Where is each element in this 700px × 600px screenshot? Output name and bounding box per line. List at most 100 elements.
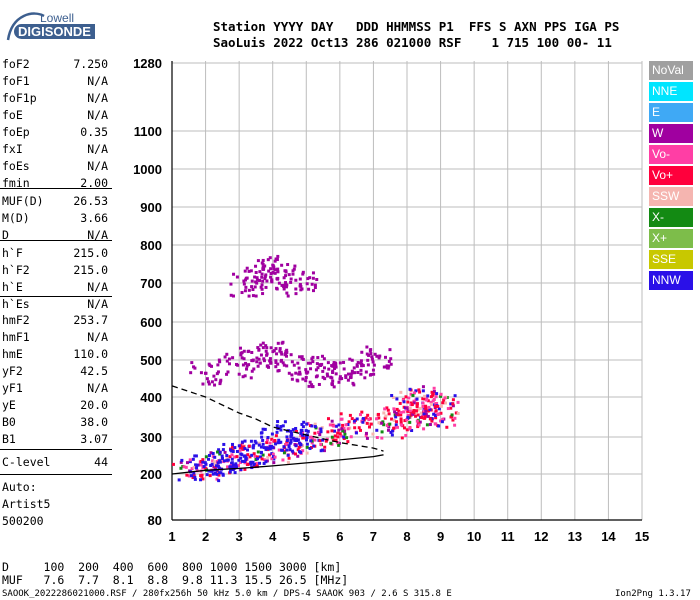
data-point bbox=[332, 438, 336, 442]
data-point bbox=[192, 465, 196, 469]
data-point bbox=[244, 278, 248, 282]
data-point bbox=[231, 445, 235, 449]
param-label: fxI bbox=[2, 142, 23, 156]
data-point bbox=[265, 346, 269, 350]
data-point bbox=[410, 410, 414, 414]
x-tick-label: 12 bbox=[534, 529, 548, 544]
data-point bbox=[280, 283, 284, 287]
data-point bbox=[296, 438, 300, 442]
logo-lowell-text: Lowell bbox=[40, 11, 75, 25]
data-point bbox=[258, 270, 262, 274]
data-point bbox=[399, 390, 403, 394]
data-point bbox=[242, 279, 246, 283]
data-point bbox=[334, 372, 338, 376]
data-point bbox=[259, 450, 263, 454]
data-point bbox=[295, 378, 299, 382]
data-point bbox=[434, 416, 438, 420]
data-point bbox=[371, 432, 375, 436]
data-point bbox=[368, 373, 372, 377]
param-label: hmE bbox=[2, 347, 23, 361]
data-point bbox=[180, 458, 184, 462]
data-point bbox=[299, 431, 303, 435]
param-label: B0 bbox=[2, 415, 16, 429]
data-point bbox=[291, 269, 295, 273]
header-line-1: Station YYYY DAY DDD HHMMSS P1 FFS S AXN… bbox=[213, 19, 620, 34]
data-point bbox=[266, 258, 270, 262]
data-point bbox=[251, 359, 255, 363]
data-point bbox=[408, 409, 412, 413]
data-point bbox=[263, 275, 267, 279]
data-point bbox=[376, 412, 380, 416]
data-point bbox=[274, 361, 278, 365]
data-point bbox=[281, 458, 285, 462]
data-point bbox=[340, 417, 344, 421]
data-point bbox=[361, 420, 365, 424]
data-point bbox=[247, 444, 251, 448]
data-point bbox=[426, 399, 430, 403]
data-point bbox=[289, 431, 293, 435]
data-point bbox=[346, 427, 350, 431]
data-point bbox=[274, 347, 278, 351]
data-point bbox=[290, 373, 294, 377]
data-point bbox=[349, 375, 353, 379]
data-point bbox=[216, 450, 220, 454]
data-point bbox=[242, 349, 246, 353]
data-point bbox=[274, 257, 278, 261]
data-point bbox=[337, 443, 341, 447]
param-label: B1 bbox=[2, 432, 16, 446]
data-point bbox=[387, 359, 391, 363]
data-point bbox=[414, 389, 418, 393]
data-point bbox=[245, 367, 249, 371]
data-point bbox=[221, 473, 225, 477]
data-point bbox=[242, 445, 246, 449]
data-point bbox=[243, 459, 247, 463]
data-point bbox=[346, 440, 350, 444]
data-point bbox=[377, 416, 381, 420]
param-label: foF1p bbox=[2, 91, 37, 105]
data-point bbox=[317, 382, 321, 386]
data-point bbox=[255, 360, 259, 364]
param-value: 215.0 bbox=[73, 246, 108, 260]
data-point bbox=[305, 282, 309, 286]
data-point bbox=[338, 375, 342, 379]
data-point bbox=[271, 455, 275, 459]
data-point bbox=[261, 453, 265, 457]
data-point bbox=[392, 426, 396, 430]
data-point bbox=[289, 280, 293, 284]
data-point bbox=[221, 448, 225, 452]
data-point bbox=[263, 264, 267, 268]
data-point bbox=[421, 397, 425, 401]
data-point bbox=[375, 428, 379, 432]
data-point bbox=[239, 444, 243, 448]
data-point bbox=[239, 468, 243, 472]
data-point bbox=[328, 423, 332, 427]
data-point bbox=[235, 450, 239, 454]
data-point bbox=[367, 417, 371, 421]
data-point bbox=[350, 369, 354, 373]
data-point bbox=[406, 400, 410, 404]
data-point bbox=[212, 465, 216, 469]
data-point bbox=[259, 445, 263, 449]
data-point bbox=[275, 352, 279, 356]
data-point bbox=[242, 357, 246, 361]
data-point bbox=[366, 358, 370, 362]
x-tick-label: 3 bbox=[236, 529, 243, 544]
footer-version: Ion2Png 1.3.17 bbox=[615, 589, 691, 599]
data-point bbox=[321, 438, 325, 442]
data-point bbox=[243, 439, 247, 443]
data-point bbox=[261, 438, 265, 442]
data-point bbox=[405, 418, 409, 422]
data-point bbox=[261, 267, 265, 271]
data-point bbox=[382, 365, 386, 369]
data-point bbox=[250, 285, 254, 289]
data-point bbox=[270, 279, 274, 283]
param-row-b1: B1 3.07 bbox=[2, 432, 108, 449]
data-point bbox=[429, 400, 433, 404]
data-point bbox=[425, 396, 429, 400]
data-point bbox=[218, 382, 222, 386]
data-point bbox=[192, 473, 196, 477]
param-row-md: M(D) 3.66 bbox=[2, 211, 108, 228]
y-tick-label: 300 bbox=[140, 430, 162, 445]
data-point bbox=[333, 366, 337, 370]
data-point bbox=[424, 404, 428, 408]
